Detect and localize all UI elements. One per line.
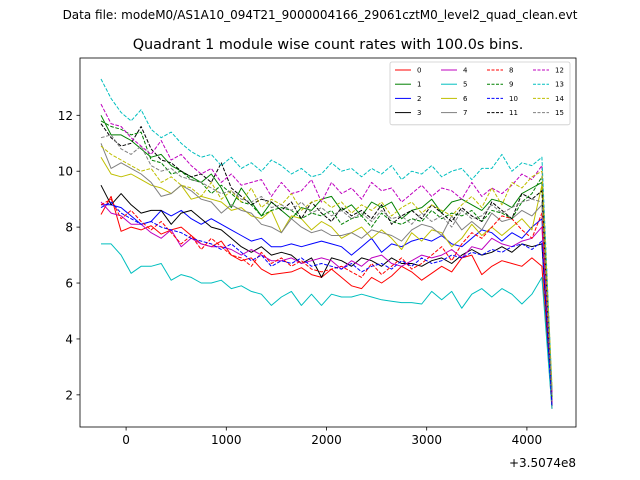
- series-line-10: [100, 201, 553, 407]
- series-line-8: [100, 198, 553, 407]
- legend-label-13: 13: [555, 81, 564, 89]
- legend-label-14: 14: [555, 95, 564, 103]
- series-line-13: [100, 78, 553, 390]
- series-line-2: [101, 204, 553, 407]
- y-tick-label-2: 2: [65, 388, 73, 402]
- x-axis-offset-label: +3.5074e8: [509, 456, 576, 470]
- legend-label-10: 10: [509, 95, 518, 103]
- legend-label-0: 0: [417, 67, 421, 75]
- series-line-14: [100, 145, 553, 387]
- x-tick-label-3000: 3000: [411, 433, 442, 447]
- legend-label-9: 9: [509, 81, 513, 89]
- legend-label-11: 11: [509, 109, 518, 117]
- y-tick-label-4: 4: [65, 332, 73, 346]
- chart-title: Quadrant 1 module wise count rates with …: [133, 37, 524, 53]
- y-tick-label-12: 12: [58, 109, 73, 123]
- plot-frame: [79, 57, 577, 428]
- x-tick-label-1000: 1000: [211, 433, 242, 447]
- legend-label-4: 4: [463, 67, 468, 75]
- legend-label-5: 5: [463, 81, 467, 89]
- series-line-5: [101, 243, 553, 409]
- series-line-4: [100, 201, 553, 404]
- y-tick-label-6: 6: [65, 277, 73, 291]
- series-line-7: [100, 143, 553, 395]
- series-line-1: [100, 115, 553, 401]
- x-tick-label-0: 0: [122, 433, 130, 447]
- legend-label-2: 2: [417, 95, 421, 103]
- x-tick-label-4000: 4000: [512, 433, 543, 447]
- series-line-15: [100, 134, 553, 395]
- y-tick-label-8: 8: [65, 221, 73, 235]
- x-tick-label-2000: 2000: [311, 433, 342, 447]
- legend-label-3: 3: [417, 109, 421, 117]
- series-line-12: [100, 103, 553, 393]
- y-tick-label-10: 10: [58, 165, 73, 179]
- legend-label-12: 12: [555, 67, 564, 75]
- series-line-11: [100, 123, 553, 395]
- legend-label-8: 8: [509, 67, 513, 75]
- legend-label-7: 7: [463, 109, 467, 117]
- legend-box: [389, 61, 571, 126]
- series-line-3: [100, 184, 553, 407]
- legend-label-1: 1: [417, 81, 421, 89]
- series-line-0: [100, 195, 553, 409]
- legend-label-6: 6: [463, 95, 468, 103]
- data-file-header: Data file: modeM0/AS1A10_094T21_90000041…: [63, 8, 578, 22]
- plot-area: [100, 78, 553, 409]
- legend-label-15: 15: [555, 109, 564, 117]
